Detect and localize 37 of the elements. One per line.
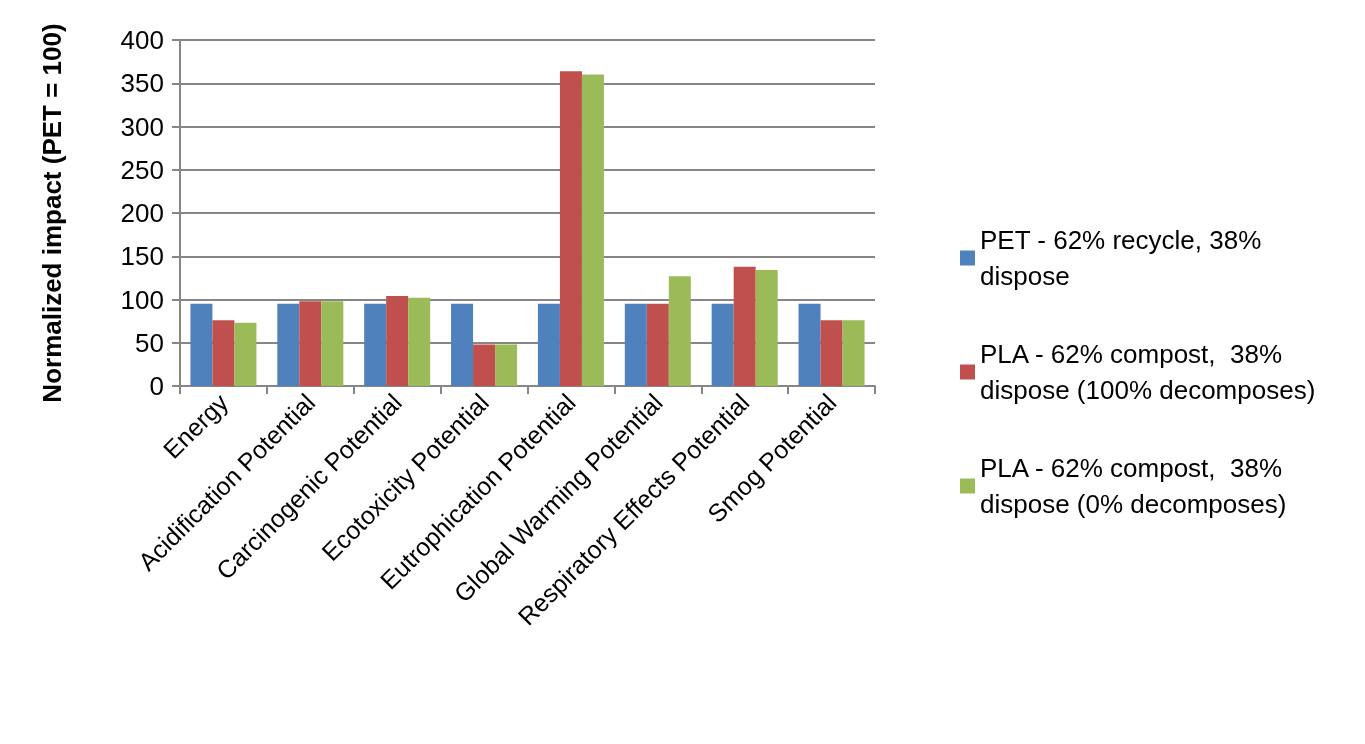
legend-label: PET - 62% recycle, 38% dispose (980, 225, 1269, 291)
bar (798, 303, 821, 386)
bar (537, 303, 560, 386)
bar (711, 303, 734, 386)
bar (299, 301, 322, 386)
bar (624, 303, 647, 386)
bar (646, 303, 669, 386)
y-tick-label: 50 (135, 327, 164, 358)
bar (842, 320, 865, 386)
bar (364, 303, 387, 386)
bar (321, 301, 344, 386)
bar (755, 270, 778, 386)
bar (668, 276, 691, 386)
bar (581, 74, 604, 386)
bar (559, 71, 582, 386)
bar (408, 297, 431, 386)
y-tick-label: 100 (120, 284, 164, 315)
bar (820, 320, 843, 386)
bar (234, 322, 257, 386)
bar (451, 303, 474, 386)
bar (473, 344, 496, 386)
y-tick-label: 200 (120, 198, 164, 228)
bar (495, 344, 518, 386)
y-tick-label: 300 (120, 111, 164, 142)
y-tick-label: 150 (120, 241, 164, 272)
y-tick-label: 250 (120, 154, 164, 185)
y-axis-title: Normalized impact (PET = 100) (37, 23, 67, 403)
bar (386, 296, 409, 386)
legend-label: PLA - 62% compost, 38% dispose (0% decomposes) (980, 453, 1290, 519)
y-tick-label: 400 (120, 25, 164, 55)
bar (190, 303, 213, 386)
legend-label: PLA - 62% compost, 38% dispose (100% decomposes) (980, 339, 1316, 405)
y-tick-label: 350 (120, 68, 164, 99)
bar (212, 320, 235, 386)
y-tick-label: 0 (149, 371, 164, 401)
bar (733, 266, 756, 386)
bar (277, 303, 300, 386)
